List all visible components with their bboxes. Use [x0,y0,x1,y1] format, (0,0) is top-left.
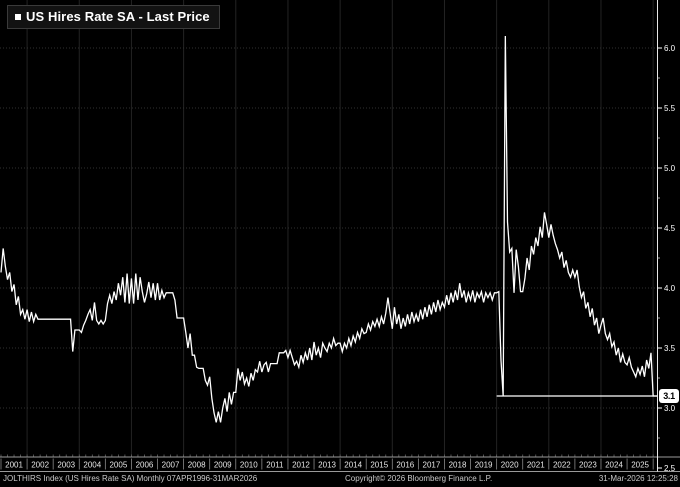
x-tick-label: 2020 [501,461,519,470]
x-tick-label: 2021 [527,461,545,470]
legend[interactable]: US Hires Rate SA - Last Price [7,5,220,29]
series-title: US Hires Rate SA - Last Price [26,9,210,24]
x-tick-label: 2004 [83,461,101,470]
x-tick-label: 2019 [475,461,493,470]
y-tick-label: 4.5 [664,224,676,233]
x-tick-label: 2015 [370,461,388,470]
y-tick-label: 6.0 [664,44,676,53]
x-tick-label: 2002 [31,461,49,470]
y-tick-label: 5.0 [664,164,676,173]
chart-footer: JOLTHIRS Index (US Hires Rate SA) Monthl… [0,473,680,487]
x-tick-label: 2010 [240,461,258,470]
x-tick-label: 2016 [396,461,414,470]
x-tick-label: 2017 [423,461,441,470]
x-tick-label: 2012 [292,461,310,470]
x-tick-label: 2018 [449,461,467,470]
y-tick-label: 3.0 [664,404,676,413]
y-tick-label: 5.5 [664,104,676,113]
ticker-description: JOLTHIRS Index (US Hires Rate SA) Monthl… [3,474,258,483]
last-price-badge: 3.1 [659,389,679,403]
x-tick-label: 2025 [631,461,649,470]
x-tick-label: 2011 [266,461,284,470]
x-tick-label: 2001 [5,461,23,470]
y-tick-label: 3.5 [664,344,676,353]
x-tick-label: 2003 [57,461,75,470]
y-tick-label: 4.0 [664,284,676,293]
x-tick-label: 2007 [162,461,180,470]
y-tick-label: 2.5 [664,464,676,473]
x-tick-label: 2014 [344,461,362,470]
x-tick-label: 2006 [136,461,154,470]
copyright-text: Copyright© 2026 Bloomberg Finance L.P. [345,474,493,483]
timestamp: 31-Mar-2026 12:25:28 [598,474,678,483]
x-tick-label: 2005 [109,461,127,470]
series-marker-icon [15,13,21,20]
x-tick-label: 2013 [318,461,336,470]
x-tick-label: 2009 [214,461,232,470]
x-tick-label: 2008 [188,461,206,470]
x-tick-label: 2022 [553,461,571,470]
x-tick-label: 2023 [579,461,597,470]
series-line-us-hires-rate [0,35,658,423]
x-tick-label: 2024 [605,461,623,470]
